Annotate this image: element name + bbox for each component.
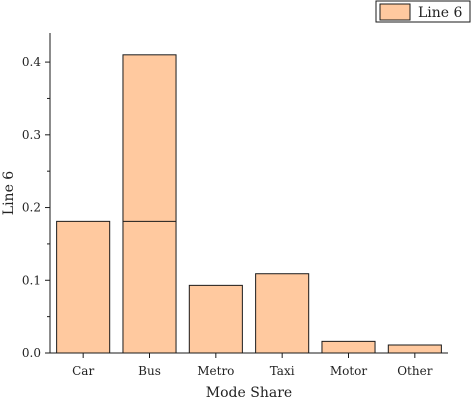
y-tick-label: 0.4 — [22, 55, 41, 69]
x-ticks-group: Car Bus Metro Taxi Motor Other — [72, 353, 433, 378]
x-tick-label: Car — [72, 364, 94, 378]
x-tick-label: Other — [397, 364, 432, 378]
y-tick-label: 0.1 — [22, 273, 41, 287]
bar-metro — [188, 284, 243, 354]
bar-car — [56, 220, 111, 354]
bar-bus — [122, 54, 177, 354]
y-tick-label: 0.2 — [22, 201, 41, 215]
x-axis-title: Mode Share — [206, 385, 292, 401]
y-ticks-group: 0.0 0.1 0.2 0.3 0.4 — [22, 55, 50, 360]
legend-swatch — [379, 3, 411, 21]
bar-taxi — [255, 273, 310, 354]
bar-motor — [321, 340, 376, 354]
x-tick-label: Bus — [138, 364, 161, 378]
legend: Line 6 — [375, 0, 471, 23]
x-tick-label: Metro — [197, 364, 234, 378]
x-tick-label: Taxi — [270, 364, 295, 378]
x-tick-label: Motor — [330, 364, 368, 378]
y-tick-label: 0.3 — [22, 128, 41, 142]
y-tick-label: 0.0 — [22, 346, 41, 360]
bars-group — [56, 54, 442, 354]
bar-other — [387, 344, 442, 354]
legend-label: Line 6 — [418, 5, 463, 21]
y-axis-title: Line 6 — [1, 171, 17, 216]
plot-area: 0.0 0.1 0.2 0.3 0.4 Car Bus Metro Taxi Motor Othe… — [22, 33, 448, 378]
